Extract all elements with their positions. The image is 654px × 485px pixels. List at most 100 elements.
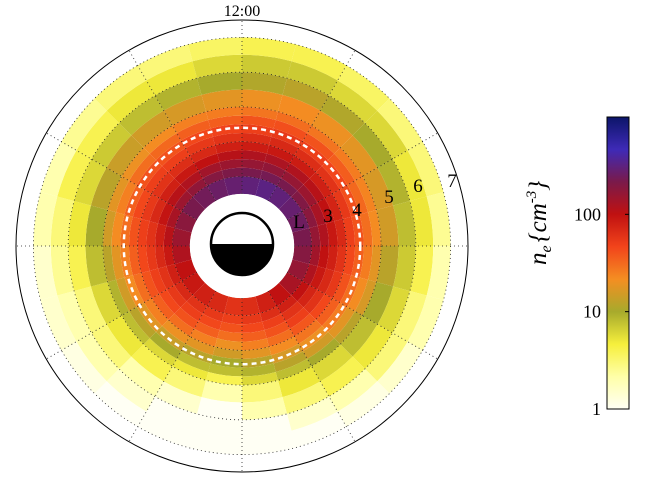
density-cell [149,332,182,359]
density-cell [286,396,338,431]
density-cell [337,381,390,427]
density-cell [172,246,192,264]
density-cell [242,176,260,196]
density-cell [189,328,218,347]
density-cell [107,176,130,213]
density-cell [159,178,181,203]
density-cell [141,270,160,299]
density-cell [192,54,242,79]
mlt-gridline [241,245,356,442]
density-cell [407,295,444,351]
density-cell [377,286,410,333]
density-cell [146,221,159,246]
density-cell [172,358,209,381]
density-cell [40,141,77,197]
density-cell [259,170,282,186]
density-cell [342,216,355,246]
density-cell [334,219,347,246]
density-cell [262,162,286,179]
density-cell [332,272,352,303]
density-cell [392,290,427,342]
density-cell [208,115,242,129]
density-cell [149,268,167,294]
label-subscript: e [538,245,555,252]
density-cell [197,397,242,420]
density-cell [212,133,242,146]
density-cell [85,246,108,287]
density-cell [297,285,318,308]
density-cell [207,291,229,314]
density-cell [255,178,277,201]
density-cell [185,136,216,156]
density-cell [242,106,278,121]
density-cell [155,223,167,246]
mlt-gridline [46,245,243,360]
density-cell [367,246,382,282]
density-cell [359,246,373,280]
density-cell [367,210,382,246]
density-cell [181,343,213,364]
density-cell [212,346,242,359]
colorbar-tick-label: 10 [583,302,601,322]
density-cell [210,124,242,137]
density-cell [352,324,393,369]
density-cell [289,313,316,337]
density-cell [242,124,274,137]
density-cell [192,413,242,438]
density-cell [116,277,137,312]
label-close: } [525,181,552,191]
density-cell [242,141,269,154]
density-cell [426,246,451,300]
density-cell [278,196,303,220]
density-cell [302,206,318,229]
density-cell [334,246,347,273]
density-cell [201,89,242,112]
density-cell [155,246,167,269]
density-cell [174,211,197,233]
density-cell [309,266,326,290]
density-cell [302,332,335,359]
density-cell [377,98,423,151]
density-cell [242,363,276,377]
density-cell [163,94,207,126]
density-cell [264,153,290,171]
density-cell [202,306,225,322]
density-cell [76,110,120,160]
density-cell [121,311,150,345]
density-cell [163,225,175,246]
density-cell [364,110,408,160]
density-cell [309,172,333,199]
mlt-gridline [241,50,356,247]
density-cell [158,202,175,226]
density-cell [376,246,399,287]
density-cell [321,159,348,190]
density-cell [242,329,267,342]
density-cell [129,306,156,339]
density-cell [146,246,159,271]
density-cell [273,351,308,372]
plasmapause-contour [122,126,362,366]
density-cell [376,205,399,246]
density-cell [111,212,125,246]
density-cell [268,282,292,307]
density-cell [206,371,242,386]
density-cell [351,246,364,278]
density-cell [90,281,122,325]
density-cell [206,106,242,121]
density-cell [393,246,416,291]
density-cell [242,133,272,146]
colorbar-tick-label: 100 [574,204,601,224]
density-cell [102,210,117,246]
density-cell [40,295,77,351]
density-cell [309,202,326,226]
density-cell [302,133,335,160]
density-cell [224,176,242,196]
density-cell [277,366,321,398]
density-cell [106,80,156,124]
density-cell [362,167,394,211]
density-cell [186,295,208,314]
density-cell [119,356,164,397]
density-cell [116,180,137,215]
outer-boundary [15,19,469,473]
